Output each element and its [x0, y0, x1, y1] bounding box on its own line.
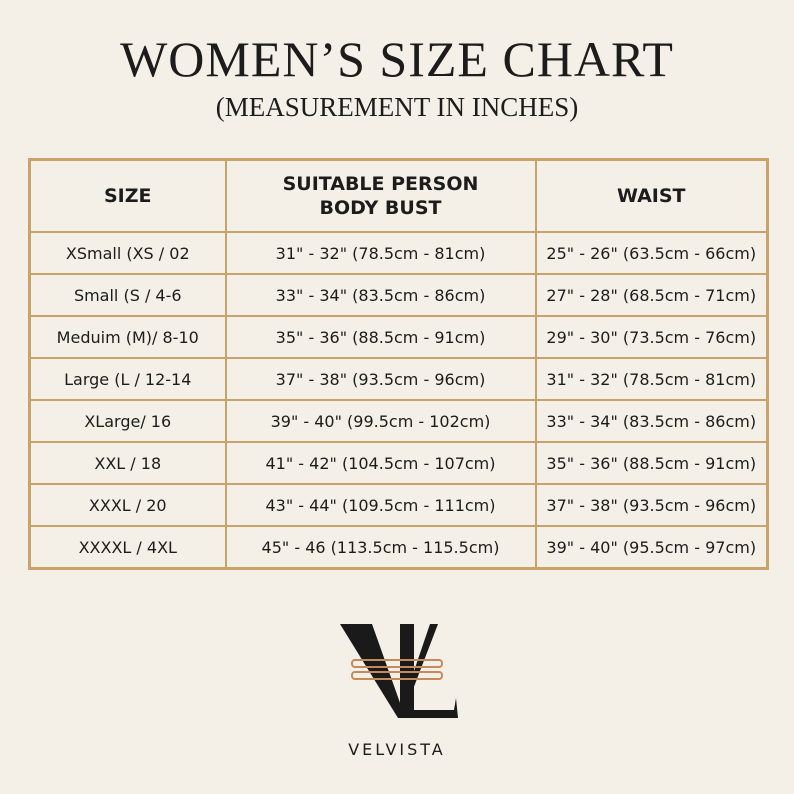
table-row: XXXXL / 4XL 45" - 46 (113.5cm - 115.5cm) 3…: [28, 525, 769, 570]
table-cell: 37" - 38" (93.5cm - 96cm): [534, 483, 769, 527]
table-row: XXXL / 20 43" - 44" (109.5cm - 111cm) 37" …: [28, 483, 769, 527]
table-row: Small (S / 4-6 33" - 34" (83.5cm - 86cm) 2…: [28, 273, 769, 317]
table-cell: 31" - 32" (78.5cm - 81cm): [534, 357, 769, 401]
table-cell: 33" - 34" (83.5cm - 86cm): [224, 273, 537, 317]
table-row: XLarge/ 16 39" - 40" (99.5cm - 102cm) 33" …: [28, 399, 769, 443]
table-cell: 41" - 42" (104.5cm - 107cm): [224, 441, 537, 485]
header-row: SIZE SUITABLE PERSON BODY BUST WAIST: [28, 158, 769, 233]
table-cell: 45" - 46 (113.5cm - 115.5cm): [224, 525, 537, 570]
table-cell: 39" - 40" (95.5cm - 97cm): [534, 525, 769, 570]
subtitle: (MEASUREMENT IN INCHES): [215, 92, 579, 122]
table-cell: XLarge/ 16: [28, 399, 227, 443]
table-cell: 33" - 34" (83.5cm - 86cm): [534, 399, 769, 443]
table-body: XSmall (XS / 02 31" - 32" (78.5cm - 81cm)…: [28, 231, 769, 570]
column-header: WAIST: [534, 158, 769, 233]
table-cell: 31" - 32" (78.5cm - 81cm): [224, 231, 537, 275]
column-header: SIZE: [28, 158, 227, 233]
table-row: Large (L / 12-14 37" - 38" (93.5cm - 96cm…: [28, 357, 769, 401]
table-cell: 29" - 30" (73.5cm - 76cm): [534, 315, 769, 359]
logo: [340, 624, 458, 718]
table-cell: 35" - 36" (88.5cm - 91cm): [534, 441, 769, 485]
table-cell: Large (L / 12-14: [28, 357, 227, 401]
table-cell: XSmall (XS / 02: [28, 231, 227, 275]
table-cell: 43" - 44" (109.5cm - 111cm): [224, 483, 537, 527]
table-cell: XXXXL / 4XL: [28, 525, 227, 570]
title: WOMEN’S SIZE CHART: [120, 31, 674, 87]
size-table: SIZE SUITABLE PERSON BODY BUST WAIST XSmal…: [28, 158, 769, 570]
table-cell: 35" - 36" (88.5cm - 91cm): [224, 315, 537, 359]
table-cell: 25" - 26" (63.5cm - 66cm): [534, 231, 769, 275]
table-row: XXL / 18 41" - 42" (104.5cm - 107cm) 35" -…: [28, 441, 769, 485]
table-cell: XXXL / 20: [28, 483, 227, 527]
column-header: SUITABLE PERSON BODY BUST: [224, 158, 537, 233]
table-cell: 39" - 40" (99.5cm - 102cm): [224, 399, 537, 443]
table-row: Meduim (M)/ 8-10 35" - 36" (88.5cm - 91cm…: [28, 315, 769, 359]
table-cell: Small (S / 4-6: [28, 273, 227, 317]
table-row: XSmall (XS / 02 31" - 32" (78.5cm - 81cm)…: [28, 231, 769, 275]
table-cell: 27" - 28" (68.5cm - 71cm): [534, 273, 769, 317]
brand-name: VELVISTA: [348, 740, 446, 759]
table-cell: Meduim (M)/ 8-10: [28, 315, 227, 359]
table-cell: XXL / 18: [28, 441, 227, 485]
table-cell: 37" - 38" (93.5cm - 96cm): [224, 357, 537, 401]
